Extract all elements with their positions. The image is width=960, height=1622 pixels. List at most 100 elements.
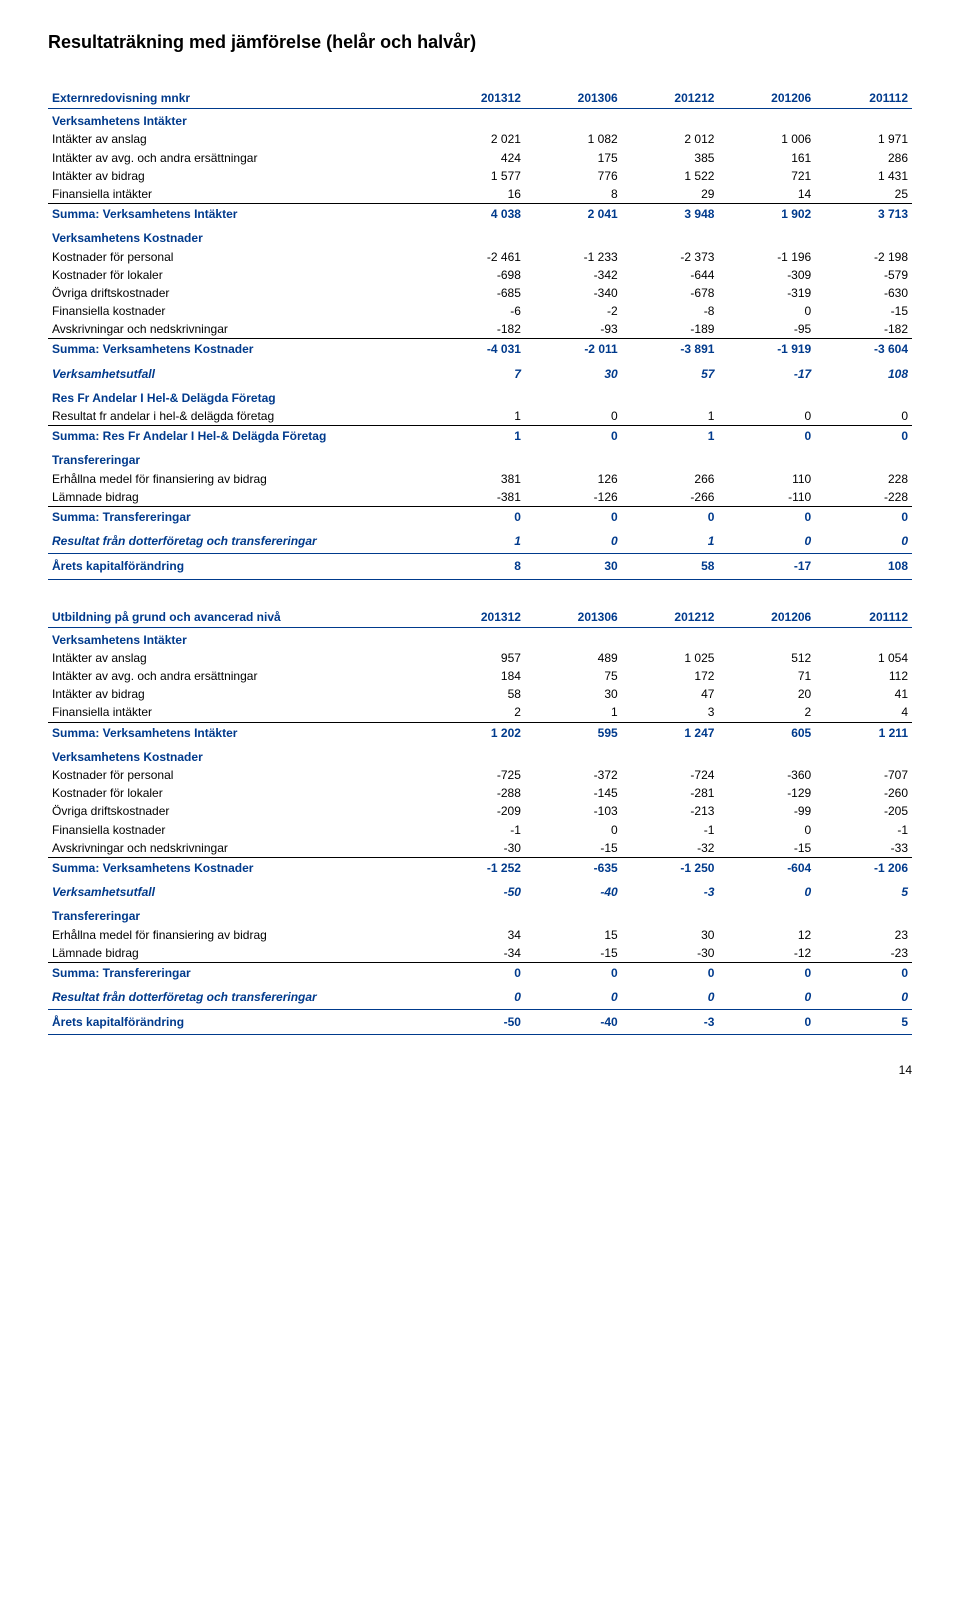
- table-row: Avskrivningar och nedskrivningar-30-15-3…: [48, 839, 912, 858]
- cell-value: -15: [815, 302, 912, 320]
- cell-value: -103: [525, 802, 622, 820]
- row-label: Årets kapitalförändring: [48, 554, 428, 579]
- cell-value: 424: [428, 149, 525, 167]
- cell-value: 0: [428, 506, 525, 529]
- row-label: Intäkter av anslag: [48, 130, 428, 148]
- cell-value: 0: [718, 880, 815, 904]
- row-label: Summa: Verksamhetens Intäkter: [48, 722, 428, 745]
- cell-value: 1 025: [622, 649, 719, 667]
- cell-value: -3 891: [622, 339, 719, 362]
- table-row: Intäkter av bidrag1 5777761 5227211 431: [48, 167, 912, 185]
- row-label: Erhållna medel för finansiering av bidra…: [48, 470, 428, 488]
- cell-value: 126: [525, 470, 622, 488]
- cell-value: 0: [718, 302, 815, 320]
- row-label: Intäkter av bidrag: [48, 167, 428, 185]
- cell-value: -360: [718, 766, 815, 784]
- row-label: Summa: Transfereringar: [48, 506, 428, 529]
- cell-value: -40: [525, 1010, 622, 1035]
- table-row: Transfereringar: [48, 904, 912, 925]
- cell-value: 75: [525, 667, 622, 685]
- row-label: Kostnader för personal: [48, 766, 428, 784]
- cell-value: 595: [525, 722, 622, 745]
- cell-value: 30: [525, 362, 622, 386]
- cell-value: 47: [622, 685, 719, 703]
- cell-value: -288: [428, 784, 525, 802]
- cell-value: -725: [428, 766, 525, 784]
- table-row: Intäkter av anslag2 0211 0822 0121 0061 …: [48, 130, 912, 148]
- cell-value: -99: [718, 802, 815, 820]
- cell-value: -1: [815, 821, 912, 839]
- table-row: Finansiella kostnader-6-2-80-15: [48, 302, 912, 320]
- cell-value: -2 373: [622, 248, 719, 266]
- table-row: Summa: Transfereringar00000: [48, 962, 912, 985]
- row-label: Övriga driftskostnader: [48, 802, 428, 820]
- cell-value: 29: [622, 185, 719, 204]
- table-row: Intäkter av avg. och andra ersättningar4…: [48, 149, 912, 167]
- table-row: Res Fr Andelar I Hel-& Delägda Företag: [48, 386, 912, 407]
- table-row: Verksamhetsutfall-50-40-305: [48, 880, 912, 904]
- cell-value: -145: [525, 784, 622, 802]
- cell-value: -579: [815, 266, 912, 284]
- column-header: 201206: [718, 89, 815, 109]
- cell-value: -635: [525, 857, 622, 880]
- cell-value: 1: [428, 426, 525, 449]
- table-row: Verksamhetens Intäkter: [48, 627, 912, 649]
- cell-value: 0: [815, 985, 912, 1010]
- row-label: Intäkter av anslag: [48, 649, 428, 667]
- cell-value: 266: [622, 470, 719, 488]
- cell-value: 0: [718, 426, 815, 449]
- row-label: Summa: Verksamhetens Intäkter: [48, 204, 428, 227]
- cell-value: 1 211: [815, 722, 912, 745]
- table-row: Erhållna medel för finansiering av bidra…: [48, 470, 912, 488]
- cell-value: -372: [525, 766, 622, 784]
- cell-value: 108: [815, 362, 912, 386]
- cell-value: -1 196: [718, 248, 815, 266]
- cell-value: 1 006: [718, 130, 815, 148]
- cell-value: -205: [815, 802, 912, 820]
- cell-value: 489: [525, 649, 622, 667]
- row-label: Finansiella kostnader: [48, 821, 428, 839]
- cell-value: -23: [815, 944, 912, 963]
- cell-value: -213: [622, 802, 719, 820]
- cell-value: -17: [718, 554, 815, 579]
- cell-value: 721: [718, 167, 815, 185]
- table-row: Övriga driftskostnader-685-340-678-319-6…: [48, 284, 912, 302]
- table-row: Årets kapitalförändring83058-17108: [48, 554, 912, 579]
- table-row: Kostnader för personal-725-372-724-360-7…: [48, 766, 912, 784]
- cell-value: 8: [525, 185, 622, 204]
- row-label: Verksamhetens Kostnader: [48, 226, 428, 247]
- cell-value: 1: [622, 407, 719, 426]
- cell-value: 1 431: [815, 167, 912, 185]
- column-header: 201306: [525, 608, 622, 628]
- table-row: Resultat från dotterföretag och transfer…: [48, 529, 912, 554]
- cell-value: 16: [428, 185, 525, 204]
- cell-value: -604: [718, 857, 815, 880]
- table-row: Övriga driftskostnader-209-103-213-99-20…: [48, 802, 912, 820]
- cell-value: -685: [428, 284, 525, 302]
- financial-table: Utbildning på grund och avancerad nivå20…: [48, 608, 912, 1036]
- cell-value: 0: [622, 962, 719, 985]
- cell-value: 1 247: [622, 722, 719, 745]
- cell-value: 1: [622, 426, 719, 449]
- cell-value: 57: [622, 362, 719, 386]
- table-row: Verksamhetsutfall73057-17108: [48, 362, 912, 386]
- table-row: Intäkter av bidrag5830472041: [48, 685, 912, 703]
- cell-value: 30: [525, 554, 622, 579]
- cell-value: 23: [815, 926, 912, 944]
- table-row: Transfereringar: [48, 448, 912, 469]
- cell-value: 7: [428, 362, 525, 386]
- cell-value: 0: [428, 962, 525, 985]
- cell-value: -1: [428, 821, 525, 839]
- row-label: Summa: Verksamhetens Kostnader: [48, 857, 428, 880]
- row-label: Finansiella intäkter: [48, 185, 428, 204]
- row-label: Res Fr Andelar I Hel-& Delägda Företag: [48, 386, 428, 407]
- row-label: Avskrivningar och nedskrivningar: [48, 320, 428, 339]
- cell-value: 1: [428, 529, 525, 554]
- table-title: Utbildning på grund och avancerad nivå: [48, 608, 428, 628]
- cell-value: 30: [622, 926, 719, 944]
- cell-value: 228: [815, 470, 912, 488]
- row-label: Resultat från dotterföretag och transfer…: [48, 985, 428, 1010]
- table-row: Verksamhetens Kostnader: [48, 745, 912, 766]
- cell-value: -4 031: [428, 339, 525, 362]
- cell-value: 2: [718, 703, 815, 722]
